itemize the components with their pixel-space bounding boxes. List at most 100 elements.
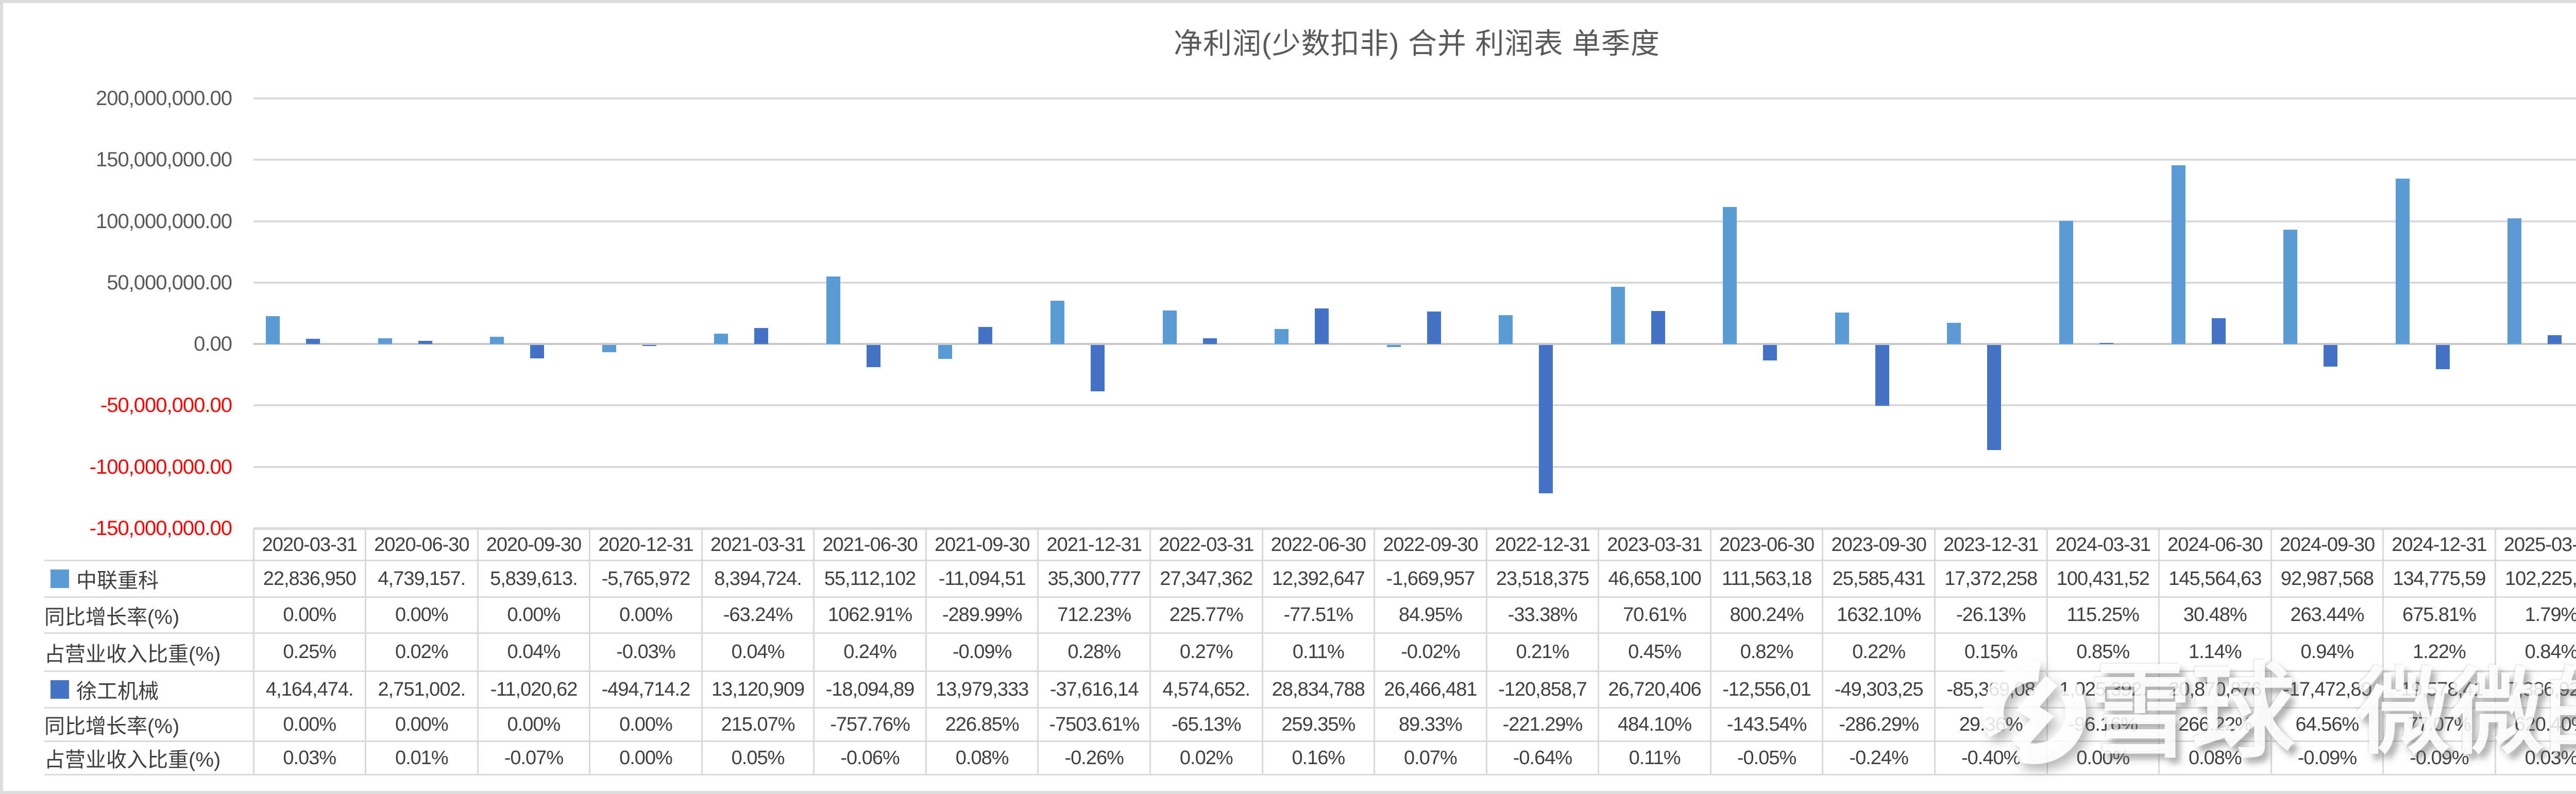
table-cell: 4,739,157. — [365, 560, 479, 598]
table-cell: 0.16% — [1261, 740, 1376, 775]
bar-徐工机械-2020-06-30 — [418, 340, 432, 344]
table-row: 占营业收入比重(%) 0.03% 0.01% -0.07% 0.00% 0.05% -0.0… — [44, 740, 2576, 775]
bar-徐工机械-2020-03-31 — [306, 339, 320, 344]
bar-中联重科-2024-09-30 — [2283, 230, 2298, 344]
table-cell: 84.95% — [1374, 596, 1487, 634]
table-cell: 5,839,613. — [477, 560, 591, 598]
bar-徐工机械-2023-03-31 — [1651, 311, 1665, 344]
table-cell: -12,556,01 — [1709, 670, 1824, 709]
bar-中联重科-2020-06-30 — [378, 338, 392, 344]
date-header: 2020-03-31 — [252, 528, 367, 561]
data-table: 2020-03-31 2020-06-30 2020-09-30 2020-12-31… — [44, 528, 2576, 775]
table-cell: 0.27% — [1149, 632, 1263, 672]
table-cell: 29.36% — [1934, 707, 2048, 742]
table-cell: 77.07% — [2382, 707, 2496, 742]
row-label: 徐工机械 — [76, 680, 159, 703]
table-cell: -26.13% — [1934, 596, 2048, 634]
date-header: 2022-03-31 — [1149, 528, 1263, 561]
table-cell: 111,563,18 — [1709, 560, 1824, 598]
table-cell: 92,987,568 — [2270, 560, 2384, 598]
table-cell: -7503.61% — [1037, 707, 1151, 742]
y-axis-label: -50,000,000.00 — [100, 394, 232, 417]
table-cell: 225.77% — [1149, 596, 1263, 634]
legend-square-icon — [50, 680, 69, 699]
row-label: 占营业收入比重(%) — [44, 749, 221, 771]
date-header: 2024-09-30 — [2270, 528, 2384, 561]
table-cell: 13,120,909 — [701, 670, 815, 709]
date-header: 2023-03-31 — [1598, 528, 1711, 561]
table-cell: 0.00% — [477, 596, 591, 634]
table-cell: 26,720,406 — [1598, 670, 1711, 709]
date-header: 2024-12-31 — [2382, 528, 2496, 561]
table-cell: 35,300,777 — [1037, 560, 1151, 598]
table-cell: 0.00% — [365, 596, 479, 634]
table-cell: 1632.10% — [1822, 596, 1936, 634]
table-cell: 0.03% — [252, 740, 367, 775]
table-cell: 23,518,375 — [1485, 560, 1600, 598]
table-cell: 30.48% — [2158, 596, 2272, 634]
bar-徐工机械-2023-12-31 — [1987, 345, 2002, 450]
gridline — [253, 465, 2576, 468]
date-header: 2024-03-31 — [2046, 528, 2160, 561]
table-cell: -120,858,7 — [1485, 670, 1600, 709]
table-cell: -757.76% — [813, 707, 927, 742]
table-cell: 0.00% — [252, 596, 367, 634]
table-cell: 0.84% — [2494, 632, 2576, 672]
bar-徐工机械-2022-03-31 — [1202, 338, 1217, 344]
bar-中联重科-2024-06-30 — [2171, 165, 2185, 344]
y-axis-label: -150,000,000.00 — [89, 517, 232, 540]
table-cell: 1.79% — [2494, 596, 2576, 634]
table-cell: 0.07% — [1374, 740, 1487, 775]
table-cell: 12,392,647 — [1261, 560, 1376, 598]
zero-gridline — [253, 343, 2576, 346]
table-cell: 0.11% — [1261, 632, 1376, 672]
table-cell: 0.00% — [2046, 740, 2160, 775]
bar-中联重科-2023-12-31 — [1947, 322, 1961, 344]
y-axis-label: 150,000,000.00 — [95, 148, 232, 171]
table-cell: -0.07% — [477, 740, 591, 775]
bar-中联重科-2020-12-31 — [602, 345, 616, 352]
gridline — [253, 404, 2576, 407]
bar-中联重科-2023-09-30 — [1835, 313, 1849, 344]
table-cell: 215.07% — [701, 707, 815, 742]
table-cell: -63.24% — [701, 596, 815, 634]
date-header: 2020-12-31 — [589, 528, 703, 561]
table-cell: 259.35% — [1261, 707, 1376, 742]
table-cell: 263.44% — [2270, 596, 2384, 634]
table-cell: 89.33% — [1374, 707, 1487, 742]
table-cell: 26,466,481 — [1374, 670, 1487, 709]
bar-中联重科-2024-12-31 — [2395, 178, 2410, 344]
date-header: 2022-06-30 — [1261, 528, 1376, 561]
table-cell: 0.00% — [589, 740, 703, 775]
bar-徐工机械-2022-12-31 — [1539, 345, 1553, 494]
table-cell: -0.64% — [1485, 740, 1600, 775]
row-label: 占营业收入比重(%) — [44, 643, 221, 666]
table-cell: 25,585,431 — [1822, 560, 1936, 598]
table-corner-cell — [44, 529, 253, 561]
table-cell: 7,386,927. — [2494, 670, 2576, 709]
table-cell: -143.54% — [1709, 707, 1824, 742]
bar-徐工机械-2023-06-30 — [1763, 345, 1777, 361]
bar-中联重科-2020-03-31 — [266, 316, 280, 344]
bar-中联重科-2022-03-31 — [1162, 310, 1177, 344]
row-label: 中联重科 — [76, 569, 159, 592]
table-cell: 0.82% — [1709, 632, 1824, 672]
row-label: 同比增长率(%) — [44, 606, 180, 629]
table-cell: 675.81% — [2382, 596, 2496, 634]
bar-徐工机械-2021-06-30 — [866, 345, 880, 368]
bar-中联重科-2022-09-30 — [1386, 345, 1401, 348]
table-row: 同比增长率(%) 0.00% 0.00% 0.00% 0.00% 215.07% -757.… — [44, 707, 2576, 742]
table-cell: 0.04% — [477, 632, 591, 672]
table-cell: 0.28% — [1037, 632, 1151, 672]
table-cell: -96.16% — [2046, 707, 2160, 742]
date-header: 2021-12-31 — [1037, 528, 1151, 561]
bar-徐工机械-2020-09-30 — [530, 345, 545, 359]
table-cell: 8,394,724. — [701, 560, 815, 598]
bar-中联重科-2022-12-31 — [1499, 315, 1513, 344]
table-cell: -11,020,62 — [477, 670, 591, 709]
table-cell: -5,765,972 — [589, 560, 703, 598]
gridline — [253, 159, 2576, 161]
table-cell: -49,303,25 — [1822, 670, 1936, 709]
table-cell: 28,834,788 — [1261, 670, 1376, 709]
